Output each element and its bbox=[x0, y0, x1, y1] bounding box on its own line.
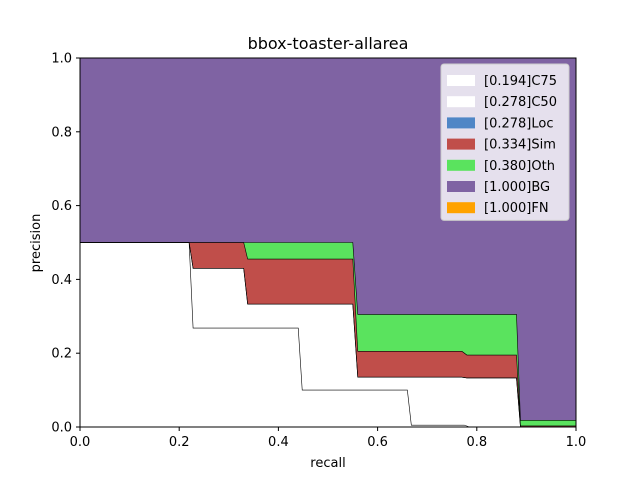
area-0-194-c75 bbox=[80, 242, 576, 427]
legend-swatch-0-334-sim bbox=[447, 138, 475, 150]
x-axis-label: recall bbox=[310, 456, 345, 471]
legend: [0.194]C75 [0.278]C50 [0.278]Loc [0.334]Sim… bbox=[440, 63, 570, 221]
legend-label-0-278-c50: [0.278]C50 bbox=[484, 95, 557, 110]
x-tick-label: 0.2 bbox=[169, 435, 190, 450]
legend-swatch-0-278-c50 bbox=[447, 96, 475, 108]
y-tick-label: 0.4 bbox=[51, 273, 72, 288]
legend-label-1-000-bg: [1.000]BG bbox=[484, 180, 550, 195]
x-axis: 0.0 0.2 0.4 0.6 0.8 1.0 bbox=[70, 427, 587, 450]
legend-swatch-0-194-c75 bbox=[447, 75, 475, 86]
legend-swatch-0-278-loc bbox=[447, 117, 475, 129]
y-tick-label: 0.8 bbox=[51, 125, 72, 140]
line-0-194-c75 bbox=[80, 242, 576, 428]
x-tick-label: 0.8 bbox=[466, 435, 487, 450]
legend-swatch-1-000-bg bbox=[447, 181, 475, 192]
y-axis: 0.0 0.2 0.4 0.6 0.8 1.0 bbox=[51, 52, 80, 436]
legend-label-0-334-sim: [0.334]Sim bbox=[484, 138, 556, 153]
line-0-278-loc bbox=[80, 242, 576, 428]
y-tick-label: 0.2 bbox=[51, 347, 72, 362]
x-tick-label: 0.0 bbox=[70, 435, 91, 450]
y-axis-label: precision bbox=[29, 214, 44, 273]
chart-title: bbox-toaster-allarea bbox=[248, 34, 409, 53]
legend-swatch-1-000-fn bbox=[447, 202, 475, 214]
line-0-380-oth bbox=[80, 242, 576, 421]
x-tick-label: 0.6 bbox=[367, 435, 388, 450]
y-tick-label: 0.0 bbox=[51, 421, 72, 436]
legend-swatch-0-380-oth bbox=[447, 159, 475, 171]
x-tick-label: 1.0 bbox=[566, 435, 587, 450]
legend-label-0-380-oth: [0.380]Oth bbox=[484, 159, 555, 174]
legend-label-1-000-fn: [1.000]FN bbox=[484, 201, 549, 216]
y-tick-label: 1.0 bbox=[51, 52, 72, 67]
legend-label-0-278-loc: [0.278]Loc bbox=[484, 116, 553, 131]
legend-label-0-194-c75: [0.194]C75 bbox=[484, 74, 557, 89]
y-tick-label: 0.6 bbox=[51, 199, 72, 214]
x-tick-label: 0.4 bbox=[268, 435, 289, 450]
plot-frame bbox=[79, 57, 577, 428]
